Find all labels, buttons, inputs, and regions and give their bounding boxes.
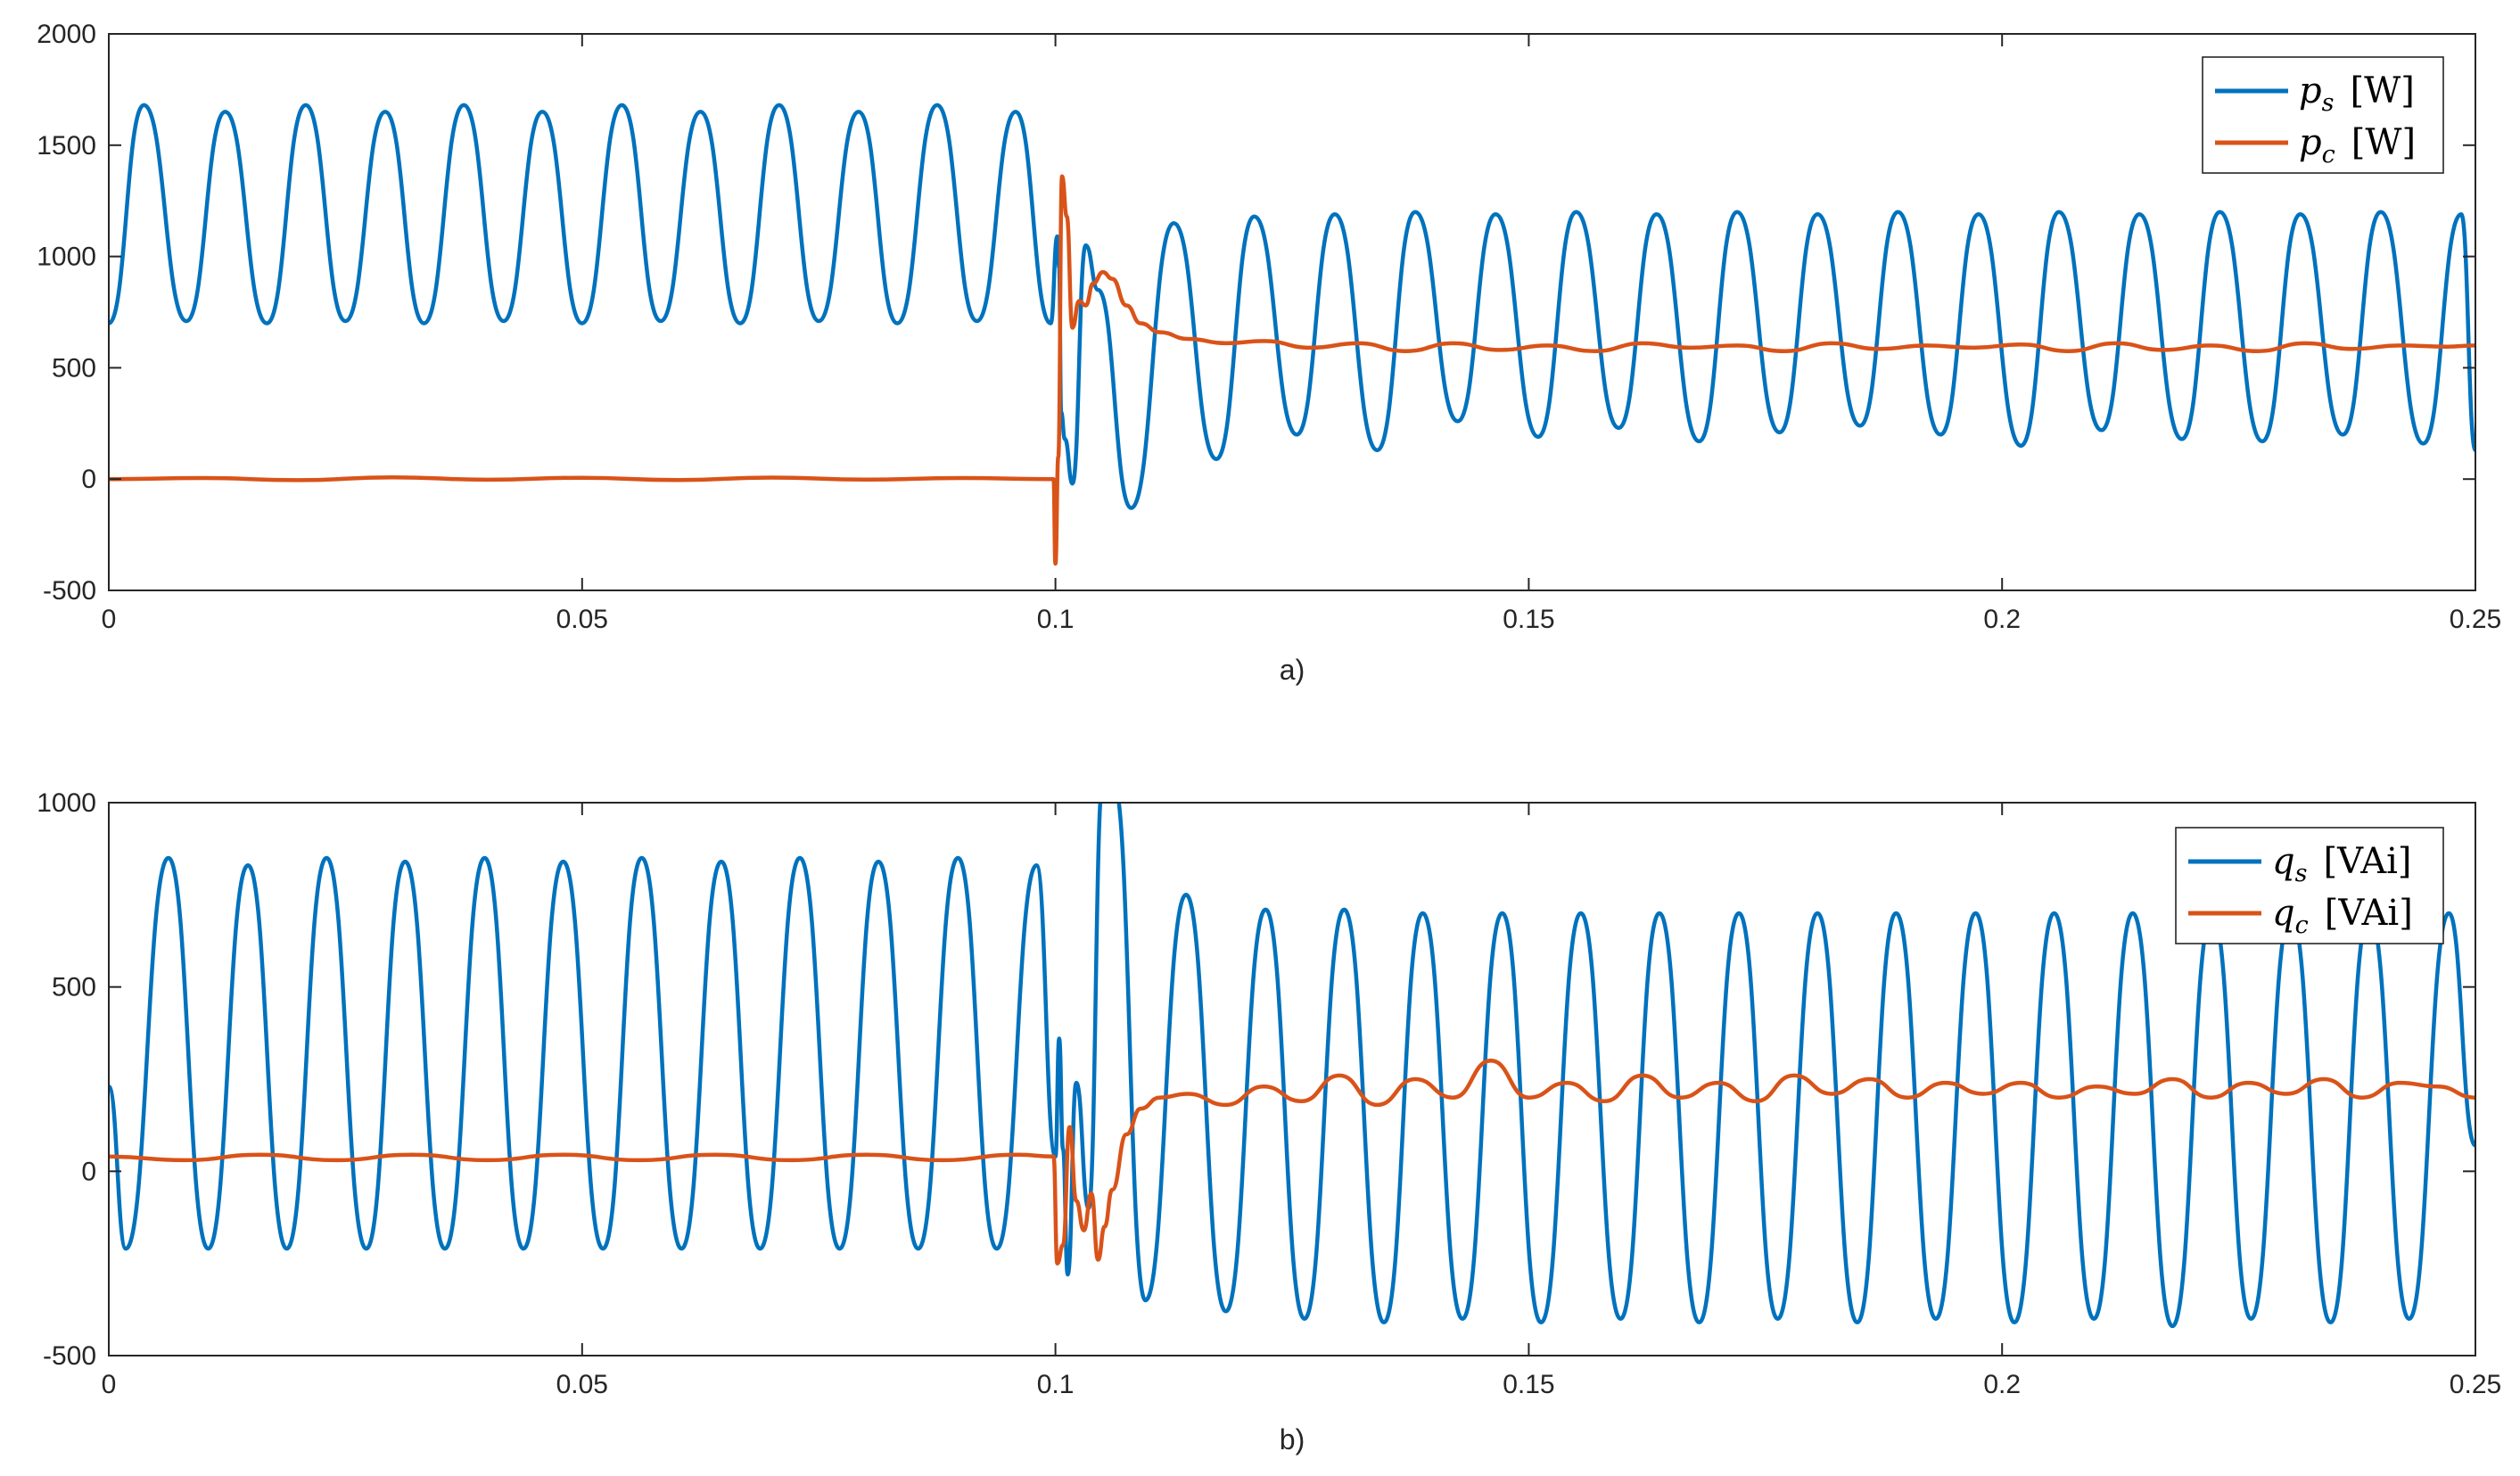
caption-b: b) <box>1280 1423 1305 1455</box>
x-tick-label-b: 0.15 <box>1503 1370 1554 1399</box>
x-tick-label-a: 0.1 <box>1037 605 1075 634</box>
legend-entry-pc: pc [W] <box>2215 122 2416 169</box>
caption-a: a) <box>1280 654 1305 686</box>
series-line-ps <box>109 103 2475 510</box>
x-tick-label-a: 0.2 <box>1983 605 2021 634</box>
x-tick-label-b: 0.1 <box>1037 1370 1075 1399</box>
y-tick-label-a: 1000 <box>37 243 96 272</box>
x-tick-label-b: 0.25 <box>2450 1370 2501 1399</box>
chart-panel-a: 0 0.05 0.1 0.15 0.2 0.25-5000500100015002000 … <box>37 20 2501 686</box>
legend-label-ps: ps [W] <box>2299 70 2415 117</box>
legend-entry-qc: qc [VAi] <box>2188 893 2413 939</box>
series-line-qc <box>109 1059 2475 1266</box>
legend-entry-qs: qs [VAi] <box>2188 841 2412 887</box>
legend-box-a <box>2202 56 2444 174</box>
legend-b: qs [VAi] qc [VAi] <box>2175 827 2444 944</box>
legend-label-pc: pc [W] <box>2299 122 2416 169</box>
legend-label-qs: qs [VAi] <box>2272 841 2412 887</box>
legend-label-qc: qc [VAi] <box>2272 893 2413 939</box>
x-tick-label-a: 0.15 <box>1503 605 1554 634</box>
axes-box-b <box>108 802 2476 1356</box>
legend-a: ps [W] pc [W] <box>2202 56 2444 174</box>
x-tick-label-b: 0 <box>102 1370 117 1399</box>
y-tick-label-a: -500 <box>43 576 96 606</box>
x-tick-label-b: 0.05 <box>556 1370 608 1399</box>
legend-entry-ps: ps [W] <box>2215 70 2415 117</box>
axes-box-a <box>108 33 2476 591</box>
x-tick-label-a: 0.05 <box>556 605 608 634</box>
legend-box-b <box>2175 827 2444 944</box>
y-tick-label-a: 2000 <box>37 20 96 49</box>
x-tick-label-a: 0 <box>102 605 117 634</box>
series-line-pc <box>109 174 2475 566</box>
y-tick-label-b: -500 <box>43 1341 96 1371</box>
x-tick-label-b: 0.2 <box>1983 1370 2021 1399</box>
y-tick-label-a: 500 <box>52 353 96 383</box>
y-tick-label-a: 0 <box>81 465 96 494</box>
y-tick-label-b: 0 <box>81 1157 96 1186</box>
series-line-qs <box>109 803 2475 1329</box>
x-tick-label-a: 0.25 <box>2450 605 2501 634</box>
y-tick-label-a: 1500 <box>37 131 96 161</box>
y-tick-label-b: 1000 <box>37 788 96 818</box>
y-tick-label-b: 500 <box>52 973 96 1002</box>
